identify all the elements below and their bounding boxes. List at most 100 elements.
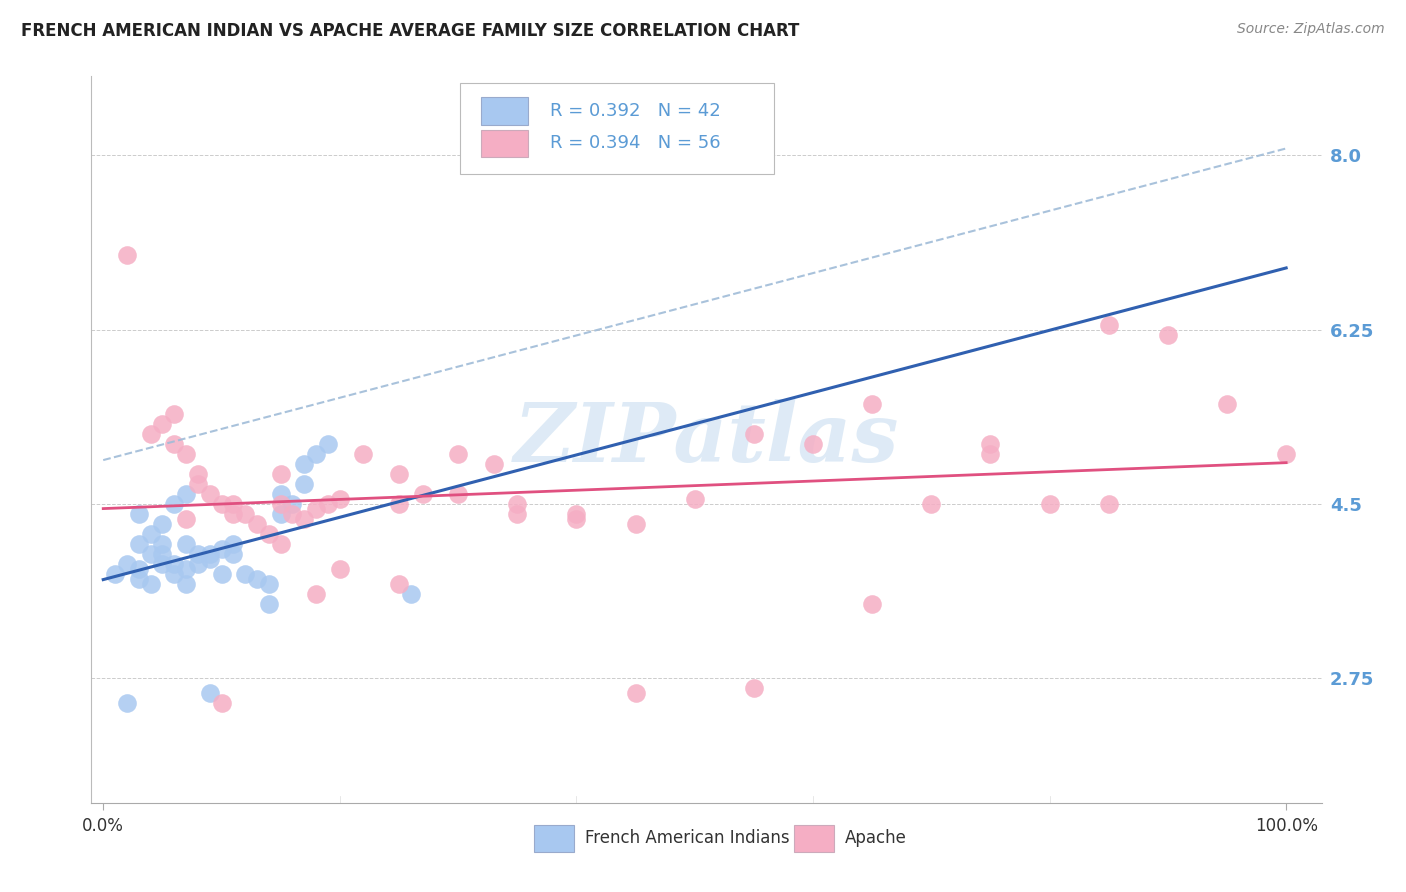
Point <box>257 597 280 611</box>
Point <box>305 447 328 461</box>
Point <box>257 576 280 591</box>
Point <box>270 497 292 511</box>
Point <box>233 507 256 521</box>
Point <box>270 487 292 501</box>
Point <box>270 467 292 482</box>
Point <box>316 437 339 451</box>
Point <box>388 467 411 482</box>
Point <box>115 557 138 571</box>
Point <box>174 447 197 461</box>
Text: FRENCH AMERICAN INDIAN VS APACHE AVERAGE FAMILY SIZE CORRELATION CHART: FRENCH AMERICAN INDIAN VS APACHE AVERAGE… <box>21 22 800 40</box>
Point <box>139 576 162 591</box>
Point <box>187 477 209 491</box>
Point <box>447 447 470 461</box>
Point <box>742 427 765 442</box>
Point <box>128 537 150 551</box>
Point <box>860 397 883 411</box>
Point <box>187 547 209 561</box>
Point <box>1157 327 1180 342</box>
Point <box>801 437 824 451</box>
Point <box>163 557 186 571</box>
Point <box>447 487 470 501</box>
Point <box>174 537 197 551</box>
Point <box>979 447 1001 461</box>
Point <box>281 507 304 521</box>
Text: ZIPatlas: ZIPatlas <box>513 400 900 479</box>
Point <box>198 487 221 501</box>
FancyBboxPatch shape <box>460 83 775 174</box>
Point <box>920 497 942 511</box>
Point <box>211 497 233 511</box>
Point <box>104 566 127 581</box>
Text: R = 0.392   N = 42: R = 0.392 N = 42 <box>550 102 721 120</box>
Point <box>139 427 162 442</box>
Point <box>174 512 197 526</box>
Bar <box>481 129 529 157</box>
Point <box>163 566 186 581</box>
Point <box>211 541 233 556</box>
Point <box>624 686 647 700</box>
Point <box>174 562 197 576</box>
Point <box>222 537 245 551</box>
Point <box>187 557 209 571</box>
Point <box>174 576 197 591</box>
Point <box>128 572 150 586</box>
Point <box>292 457 315 471</box>
Point <box>163 497 186 511</box>
Point <box>399 587 422 601</box>
Point <box>281 497 304 511</box>
Point <box>329 562 352 576</box>
Point <box>257 527 280 541</box>
Point <box>979 437 1001 451</box>
Point <box>353 447 375 461</box>
Point <box>150 516 173 531</box>
Point <box>305 587 328 601</box>
Point <box>860 597 883 611</box>
Point <box>482 457 505 471</box>
Point <box>246 516 269 531</box>
Point <box>246 572 269 586</box>
Point <box>222 497 245 511</box>
Point <box>150 537 173 551</box>
Point <box>1098 318 1121 332</box>
Point <box>388 576 411 591</box>
Point <box>139 547 162 561</box>
Point <box>163 408 186 422</box>
Point <box>506 497 529 511</box>
Point <box>150 417 173 432</box>
Point <box>1275 447 1298 461</box>
Point <box>683 491 706 506</box>
Point <box>115 696 138 710</box>
Point <box>150 557 173 571</box>
Point <box>128 562 150 576</box>
Point <box>292 477 315 491</box>
Point <box>1098 497 1121 511</box>
Point <box>624 516 647 531</box>
Point <box>742 681 765 696</box>
Point <box>412 487 434 501</box>
Text: Source: ZipAtlas.com: Source: ZipAtlas.com <box>1237 22 1385 37</box>
Point <box>163 437 186 451</box>
Text: Apache: Apache <box>845 830 907 847</box>
Point <box>128 507 150 521</box>
Point <box>1038 497 1060 511</box>
Point <box>565 512 588 526</box>
Point <box>388 497 411 511</box>
Point <box>198 551 221 566</box>
Point <box>292 512 315 526</box>
Point <box>222 507 245 521</box>
Point <box>211 696 233 710</box>
Point <box>506 507 529 521</box>
Point <box>115 248 138 262</box>
Point <box>305 502 328 516</box>
Point <box>198 547 221 561</box>
Point <box>565 507 588 521</box>
Point <box>270 537 292 551</box>
Text: French American Indians: French American Indians <box>585 830 790 847</box>
Point <box>198 686 221 700</box>
Point <box>329 491 352 506</box>
Point <box>174 487 197 501</box>
Point <box>150 547 173 561</box>
Point <box>1216 397 1239 411</box>
Text: R = 0.394   N = 56: R = 0.394 N = 56 <box>550 135 721 153</box>
